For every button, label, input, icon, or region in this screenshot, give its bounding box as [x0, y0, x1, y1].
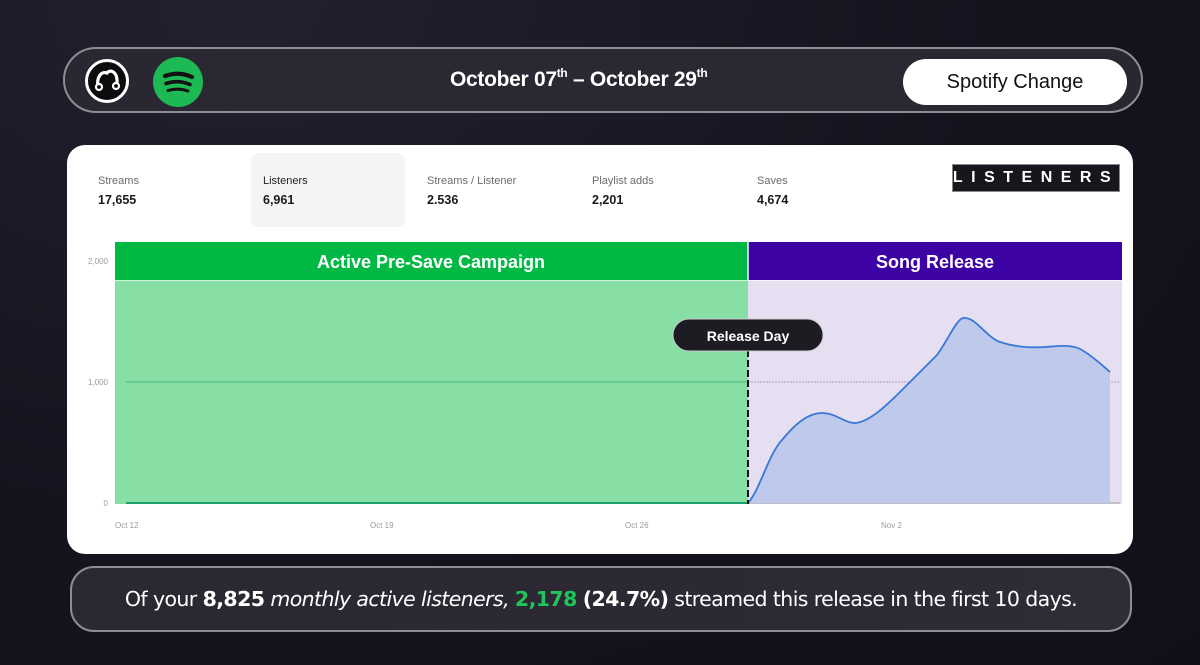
date-end: October 29: [589, 68, 697, 91]
listeners-line: [747, 317, 1111, 504]
date-end-suffix: th: [696, 66, 708, 80]
chart-title-badge: LISTENERS: [952, 164, 1120, 192]
metric-saves[interactable]: Saves 4,674: [757, 175, 907, 207]
metric-label: Listeners: [263, 175, 308, 187]
x-tick-oct12: Oct 12: [115, 521, 139, 530]
header-bar: October 07th – October 29th Spotify Chan…: [63, 47, 1143, 113]
date-range: October 07th – October 29th: [450, 66, 708, 92]
presave-header: [115, 242, 748, 280]
y-tick-2000: 2,000: [88, 257, 109, 266]
summary-banner: Of your 8,825 monthly active listeners, …: [70, 566, 1132, 632]
metric-label: Saves: [757, 175, 788, 187]
analytics-card: Streams 17,655 Listeners 6,961 Streams /…: [67, 145, 1133, 554]
date-start: October 07: [450, 68, 557, 91]
metric-streams[interactable]: Streams 17,655: [98, 175, 248, 207]
metric-listeners[interactable]: Listeners 6,961: [251, 153, 405, 227]
monthly-listeners-count: 8,825: [202, 587, 265, 611]
metric-streams-per-listener[interactable]: Streams / Listener 2.536: [427, 175, 577, 207]
metric-value: 4,674: [757, 193, 789, 207]
listeners-chart: 2,000 1,000 0 Active Pre-Save Campaign S…: [88, 242, 1122, 530]
summary-prefix: Of your: [124, 587, 203, 611]
metric-value: 17,655: [98, 193, 137, 207]
metric-value: 6,961: [263, 193, 295, 207]
metric-label: Streams: [98, 175, 139, 187]
x-tick-nov2: Nov 2: [881, 521, 902, 530]
metric-value: 2.536: [427, 193, 459, 207]
release-header: [748, 242, 1122, 280]
headphones-logo-icon: [85, 59, 129, 103]
streamed-percent: (24.7%): [582, 587, 669, 611]
release-region-label: Song Release: [876, 252, 994, 272]
spotify-icon: [153, 57, 203, 107]
monthly-listeners-label: monthly active listeners,: [270, 587, 509, 611]
y-tick-0: 0: [104, 499, 109, 508]
spotify-change-button[interactable]: Spotify Change: [903, 59, 1127, 105]
streamed-count: 2,178: [514, 587, 577, 611]
metric-playlist-adds[interactable]: Playlist adds 2,201: [592, 175, 742, 207]
release-day-label: Release Day: [707, 328, 790, 344]
x-tick-oct19: Oct 19: [370, 521, 394, 530]
x-tick-oct26: Oct 26: [625, 521, 649, 530]
listeners-area: [748, 317, 1110, 503]
metric-value: 2,201: [592, 193, 624, 207]
presave-region-label: Active Pre-Save Campaign: [317, 252, 545, 272]
metric-label: Playlist adds: [592, 175, 654, 187]
date-separator: –: [567, 68, 590, 91]
summary-suffix: streamed this release in the first 10 da…: [668, 587, 1078, 611]
y-tick-1000: 1,000: [88, 378, 109, 387]
date-start-suffix: th: [556, 66, 568, 80]
metric-label: Streams / Listener: [427, 175, 517, 187]
presave-region: [115, 280, 748, 504]
